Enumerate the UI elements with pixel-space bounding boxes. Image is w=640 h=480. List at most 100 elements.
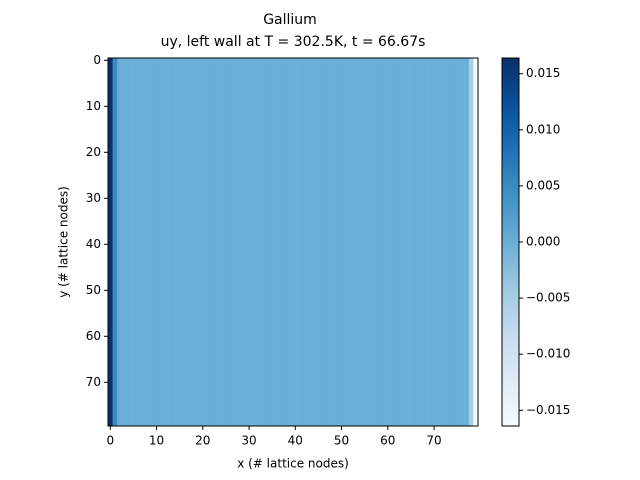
colorbar-band (502, 159, 519, 163)
x-tick-label: 50 (334, 434, 349, 448)
colorbar-band (502, 404, 519, 409)
heatmap-column (385, 58, 391, 426)
heatmap-column (357, 58, 363, 426)
colorbar-tick-label: −0.015 (526, 403, 570, 417)
heatmap-column (260, 58, 266, 426)
colorbar-band (502, 251, 519, 255)
heatmap-column (459, 58, 465, 426)
colorbar-band (502, 306, 519, 310)
heatmap-column (450, 58, 456, 426)
heatmap-column (131, 58, 137, 426)
heatmap-column (394, 58, 400, 426)
colorbar-band (502, 97, 519, 102)
heatmap-column (112, 58, 118, 426)
heatmap-column (237, 58, 243, 426)
colorbar-band (502, 358, 519, 363)
heatmap-column (158, 58, 164, 426)
heatmap-column (417, 58, 423, 426)
heatmap-column (149, 58, 155, 426)
colorbar-band (502, 137, 519, 142)
heatmap-column (293, 58, 298, 426)
colorbar-band (502, 143, 519, 148)
colorbar-band (502, 386, 519, 390)
colorbar-band (502, 367, 519, 372)
heatmap-column (117, 58, 123, 426)
heatmap-column (154, 58, 160, 426)
y-tick-label: 40 (86, 237, 101, 251)
colorbar-band (502, 88, 519, 93)
y-tick-label: 20 (86, 145, 101, 159)
colorbar-band (502, 235, 519, 240)
heatmap-column (441, 58, 446, 426)
colorbar-band (502, 284, 519, 289)
colorbar-band (502, 110, 519, 114)
colorbar-band (502, 346, 519, 350)
colorbar-band (502, 318, 519, 323)
colorbar-band (502, 189, 519, 194)
colorbar-band (502, 315, 519, 320)
heatmap-column (413, 58, 419, 426)
colorbar-band (502, 303, 519, 307)
heatmap-column (325, 58, 331, 426)
colorbar-band (502, 217, 519, 222)
heatmap-column (214, 58, 220, 426)
heatmap-column (380, 58, 386, 426)
heatmap-column (145, 58, 150, 426)
colorbar-band (502, 128, 519, 133)
colorbar-band (502, 327, 519, 332)
colorbar-band (502, 294, 519, 298)
colorbar-band (502, 324, 519, 329)
colorbar-band (502, 91, 519, 96)
x-tick-label: 10 (149, 434, 164, 448)
heatmap-column (311, 58, 317, 426)
colorbar-band (502, 364, 519, 369)
colorbar-band (502, 171, 519, 176)
x-tick-label: 20 (195, 434, 210, 448)
colorbar-band (502, 309, 519, 314)
x-tick-label: 30 (241, 434, 256, 448)
colorbar-band (502, 257, 519, 261)
y-tick-label: 70 (86, 375, 101, 389)
colorbar-band (502, 361, 519, 366)
colorbar-band (502, 168, 519, 172)
colorbar-band (502, 330, 519, 335)
x-tick-label: 60 (380, 434, 395, 448)
colorbar-band (502, 180, 519, 185)
colorbar-band (502, 220, 519, 225)
heatmap-column (316, 58, 322, 426)
heatmap-column (371, 58, 377, 426)
heatmap-column (228, 58, 234, 426)
colorbar-band (502, 199, 519, 203)
heatmap-column (404, 58, 409, 426)
colorbar-band (502, 113, 519, 117)
heatmap-column (445, 58, 451, 426)
colorbar-band (502, 165, 519, 169)
colorbar-tick-label: −0.005 (526, 291, 570, 305)
y-tick-label: 10 (86, 99, 101, 113)
heatmap-column (334, 58, 340, 426)
heatmap-column (390, 58, 396, 426)
colorbar-band (502, 196, 519, 200)
colorbar-band (502, 389, 519, 393)
colorbar-band (502, 82, 519, 87)
colorbar-band (502, 73, 519, 77)
y-tick-label: 60 (86, 329, 101, 343)
colorbar-band (502, 61, 519, 65)
heatmap-column (242, 58, 248, 426)
heatmap-column (431, 58, 437, 426)
colorbar-band (502, 162, 519, 166)
colorbar-band (502, 312, 519, 317)
heatmap-column (353, 58, 359, 426)
colorbar-band (502, 116, 519, 120)
heatmap-column (219, 58, 224, 426)
colorbar-band (502, 174, 519, 179)
colorbar-band (502, 260, 519, 264)
heatmap-column (288, 58, 294, 426)
heatmap-column (168, 58, 174, 426)
heatmap-column (408, 58, 414, 426)
heatmap-column (121, 58, 127, 426)
heatmap-column (135, 58, 141, 426)
colorbar-band (502, 64, 519, 68)
heatmap-column (422, 58, 428, 426)
